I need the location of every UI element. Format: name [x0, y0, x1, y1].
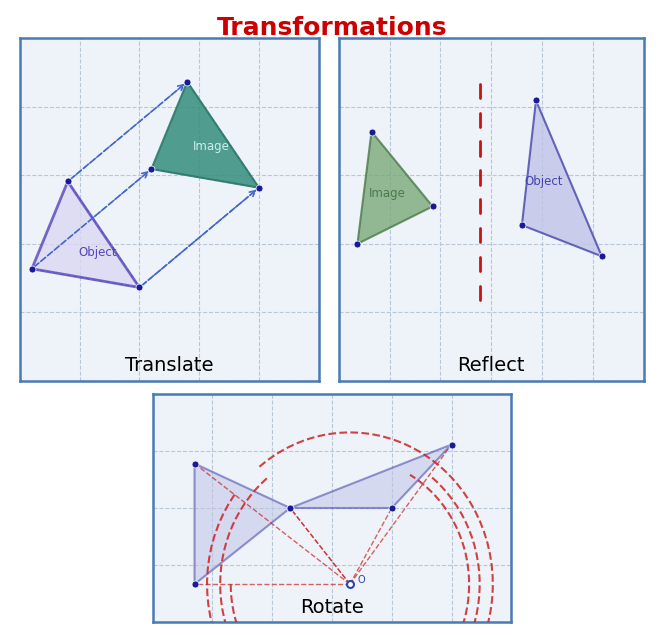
- Polygon shape: [357, 131, 433, 244]
- Polygon shape: [290, 444, 452, 508]
- Text: Rotate: Rotate: [300, 598, 364, 617]
- Polygon shape: [522, 100, 602, 257]
- Polygon shape: [151, 82, 259, 188]
- Text: Image: Image: [193, 140, 230, 152]
- Text: Translate: Translate: [125, 356, 214, 375]
- Text: Reflect: Reflect: [457, 356, 525, 375]
- Text: O: O: [357, 575, 365, 585]
- Text: Object: Object: [78, 246, 117, 258]
- Polygon shape: [195, 464, 290, 584]
- Text: Transformations: Transformations: [216, 16, 448, 40]
- Polygon shape: [32, 182, 139, 288]
- Text: Object: Object: [525, 175, 563, 188]
- Text: Image: Image: [369, 187, 406, 201]
